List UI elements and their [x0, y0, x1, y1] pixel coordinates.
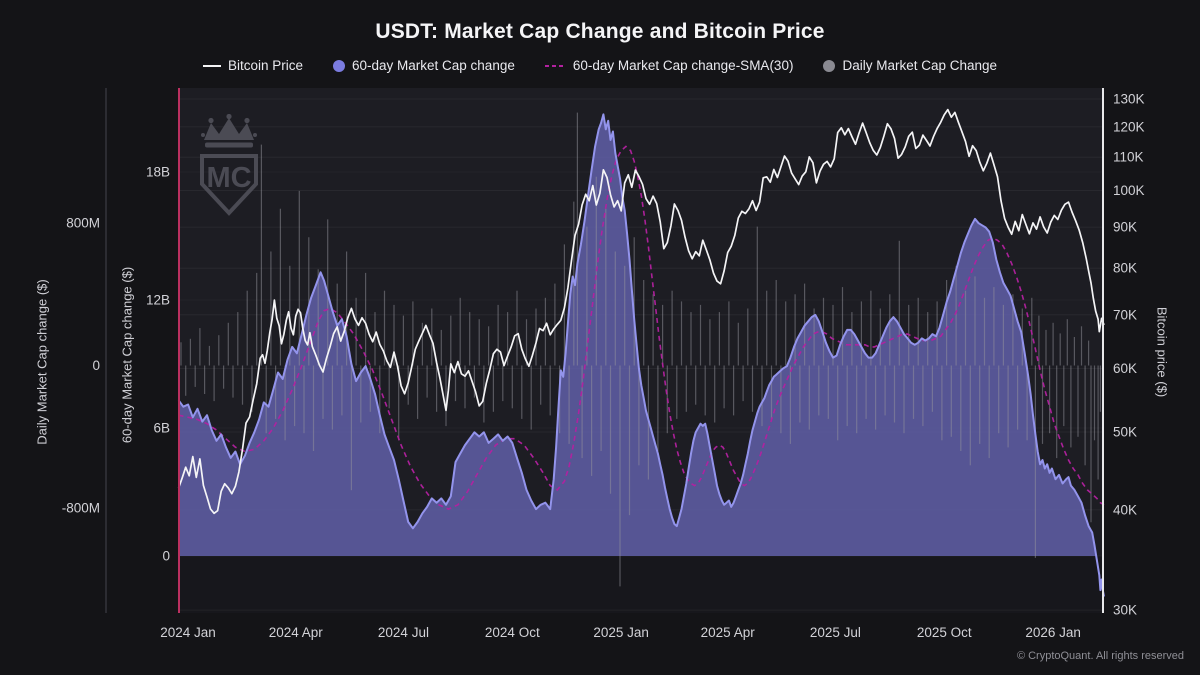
- x-tick-label: 2025 Oct: [917, 625, 972, 640]
- chart-title: USDT: Market Cap Change and Bitcoin Pric…: [375, 20, 825, 43]
- legend-item-daily-market-cap-change[interactable]: Daily Market Cap Change: [823, 58, 997, 73]
- market-cap-area-edge: [177, 113, 1105, 597]
- daily-tick-label: 0: [92, 358, 100, 373]
- y60-tick-label: 18B: [146, 165, 170, 180]
- y60-tick-label: 6B: [153, 421, 170, 436]
- daily-axis-title: Daily Market Cap change ($): [34, 279, 50, 445]
- watermark-logo: MC: [200, 114, 258, 216]
- price-tick-label: 70K: [1113, 307, 1137, 322]
- daily-tick-label: 800M: [66, 216, 100, 231]
- btc-price-line: [177, 108, 1105, 515]
- sma-line: [178, 145, 1105, 510]
- x-tick-label: 2025 Jul: [810, 625, 861, 640]
- plot-background-below-zero: [178, 556, 1104, 613]
- daily-bars: [180, 112, 1104, 587]
- dot-marker-icon: [333, 59, 345, 72]
- market-cap-area: [178, 114, 1105, 557]
- price-tick-label: 50K: [1113, 425, 1137, 440]
- y60-tick-label: 0: [162, 549, 170, 564]
- x-tick-label: 2024 Oct: [485, 625, 540, 640]
- bitcoin-price-axis-title: Bitcoin price ($): [1154, 306, 1170, 398]
- x-tick-label: 2025 Apr: [701, 625, 756, 640]
- line-marker-icon: [202, 64, 221, 67]
- copyright-text: © CryptoQuant. All rights reserved: [1016, 650, 1184, 662]
- x-tick-label: 2024 Jan: [160, 625, 216, 640]
- sixty-day-axis-title: 60-day Market Cap change ($): [119, 266, 135, 444]
- price-tick-label: 120K: [1113, 119, 1145, 134]
- crown-icon: [201, 114, 257, 148]
- legend-item-bitcoin-price[interactable]: Bitcoin Price: [202, 58, 303, 73]
- y60-tick-label: 12B: [146, 293, 170, 308]
- dot-marker-icon: [823, 59, 836, 72]
- legend-label: Bitcoin Price: [227, 58, 303, 73]
- x-tick-label: 2026 Jan: [1025, 625, 1081, 640]
- price-tick-label: 130K: [1113, 92, 1145, 107]
- dashed-line-marker-icon: [544, 64, 566, 67]
- price-tick-label: 30K: [1113, 603, 1137, 618]
- price-tick-label: 100K: [1113, 183, 1145, 198]
- legend-label: Daily Market Cap Change: [842, 58, 998, 73]
- price-tick-label: 80K: [1113, 261, 1137, 276]
- x-tick-label: 2024 Jul: [378, 625, 429, 640]
- legend: Bitcoin Price 60-day Market Cap change 6…: [0, 58, 1200, 73]
- shield-mc-monogram: MC: [200, 154, 258, 216]
- legend-label: 60-day Market Cap change-SMA(30): [572, 58, 794, 73]
- price-tick-label: 90K: [1113, 220, 1137, 235]
- price-tick-label: 40K: [1113, 502, 1137, 517]
- daily-tick-label: -800M: [62, 501, 100, 516]
- price-tick-label: 60K: [1113, 361, 1137, 376]
- legend-item-60d-market-cap-change[interactable]: 60-day Market Cap change: [333, 58, 515, 73]
- watermark-text: MC: [206, 162, 251, 194]
- legend-label: 60-day Market Cap change: [352, 58, 515, 73]
- price-tick-label: 110K: [1113, 150, 1144, 165]
- legend-item-60d-sma30[interactable]: 60-day Market Cap change-SMA(30): [544, 58, 794, 73]
- x-tick-label: 2024 Apr: [269, 625, 324, 640]
- x-tick-label: 2025 Jan: [593, 625, 649, 640]
